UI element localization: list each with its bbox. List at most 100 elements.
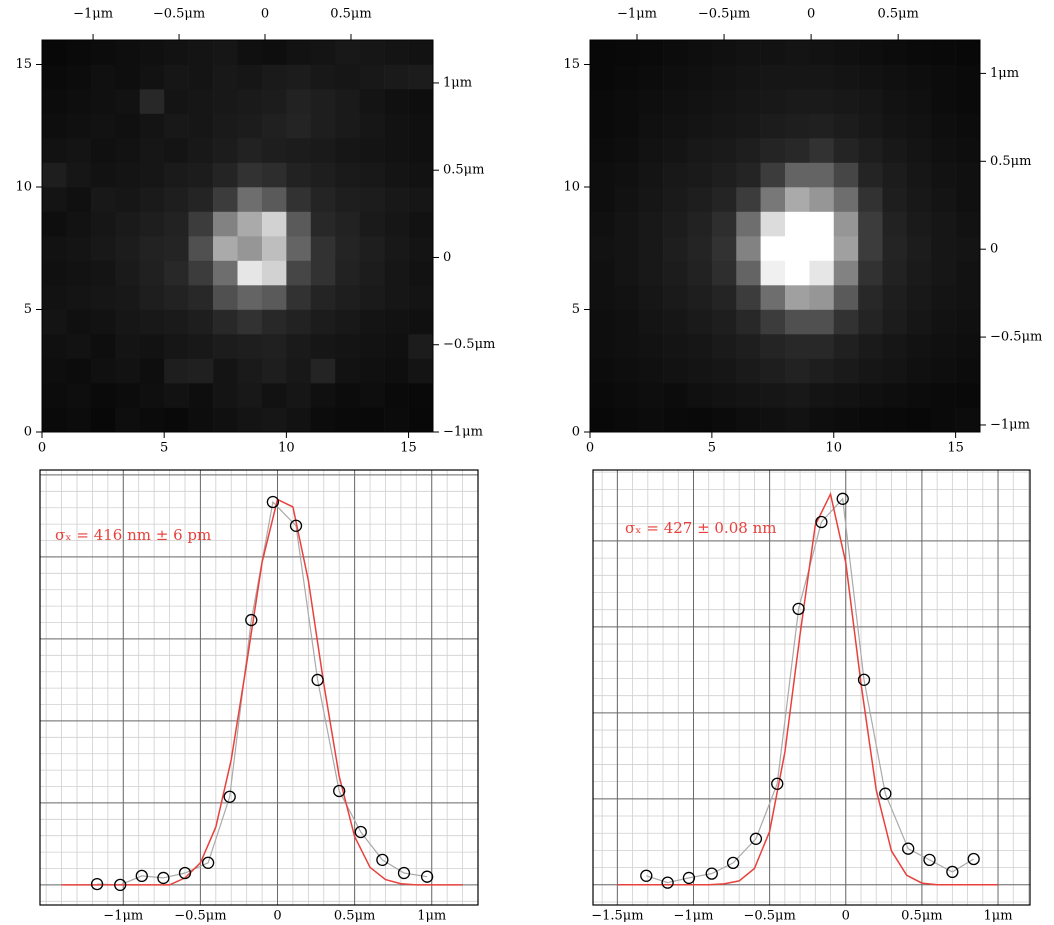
pixel: [638, 260, 664, 286]
pixel: [115, 236, 141, 261]
pixel: [785, 138, 810, 163]
pixel: [213, 40, 238, 65]
pixel: [66, 334, 92, 359]
pixel: [760, 260, 786, 286]
pixel: [906, 383, 932, 408]
pixel: [66, 89, 92, 114]
pixel: [931, 309, 956, 335]
y2-tick-label: −1μm: [443, 425, 483, 440]
pixel: [335, 236, 360, 261]
pixel: [188, 162, 214, 188]
pixel: [188, 383, 214, 408]
pixel: [335, 407, 360, 433]
data-point: [333, 784, 346, 798]
pixel: [310, 260, 336, 286]
pixel: [164, 40, 189, 65]
pixel: [858, 334, 883, 359]
pixel: [906, 40, 932, 65]
pixel: [42, 285, 67, 310]
pixel: [882, 187, 908, 212]
pixel: [638, 113, 664, 139]
pixel: [906, 309, 932, 335]
pixel: [408, 40, 434, 65]
pixel: [687, 64, 713, 90]
pixel: [359, 187, 385, 212]
pixel: [833, 383, 859, 408]
pixel: [261, 383, 287, 408]
pixel: [760, 89, 786, 114]
pixel: [139, 89, 165, 114]
pixel: [638, 187, 664, 212]
pixel: [335, 383, 360, 408]
pixel: [931, 383, 956, 408]
pixel: [115, 64, 141, 90]
pixel: [42, 383, 67, 408]
pixel: [213, 236, 238, 261]
pixel: [139, 211, 165, 237]
pixel: [809, 383, 835, 408]
pixel: [139, 383, 165, 408]
pixel: [384, 260, 409, 286]
pixel: [408, 358, 434, 384]
pixel: [882, 236, 908, 261]
pixel: [115, 40, 141, 65]
pixel: [310, 334, 336, 359]
pixel: [833, 187, 859, 212]
pixel: [711, 236, 737, 261]
pixel: [90, 89, 116, 114]
pixel: [164, 113, 189, 139]
pixel: [335, 309, 360, 335]
pixel: [858, 236, 883, 261]
y-tick-label: 0: [572, 425, 580, 440]
pixel: [237, 138, 263, 163]
pixel: [663, 260, 688, 286]
pixel: [310, 162, 336, 188]
pixel: [115, 260, 141, 286]
pixel: [833, 285, 859, 310]
pixel: [42, 260, 67, 286]
pixel: [115, 162, 141, 188]
pixel: [286, 285, 312, 310]
pixel: [882, 64, 908, 90]
pixel: [785, 309, 810, 335]
pixel: [638, 211, 664, 237]
x-tick-label: 0: [586, 441, 594, 456]
pixel: [736, 260, 761, 286]
pixel: [42, 40, 67, 65]
pixel: [590, 187, 615, 212]
pixel: [858, 64, 883, 90]
data-point: [640, 869, 653, 882]
pixel: [711, 113, 737, 139]
pixel: [384, 383, 409, 408]
pixel: [687, 358, 713, 384]
pixel: [638, 40, 664, 65]
pixel: [286, 64, 312, 90]
pixel: [663, 383, 688, 408]
pixel: [237, 260, 263, 286]
pixel: [638, 383, 664, 408]
pixel: [906, 64, 932, 90]
data-point: [397, 866, 411, 880]
pixel: [310, 138, 336, 163]
pixel: [408, 260, 434, 286]
pixel: [66, 260, 92, 286]
pixel: [736, 236, 761, 261]
pixel: [711, 260, 737, 286]
pixel: [955, 211, 981, 237]
pixel: [139, 285, 165, 310]
pixel: [164, 309, 189, 335]
pixel: [638, 407, 664, 433]
y-tick-label: 5: [572, 302, 580, 317]
pixel: [638, 138, 664, 163]
pixel: [139, 138, 165, 163]
pixel: [614, 211, 640, 237]
pixel: [90, 383, 116, 408]
pixel: [833, 309, 859, 335]
pixel: [614, 89, 640, 114]
pixel: [711, 383, 737, 408]
x-tick-label: 0: [273, 909, 281, 924]
pixel: [955, 64, 981, 90]
pixel: [213, 138, 238, 163]
pixel: [785, 358, 810, 384]
